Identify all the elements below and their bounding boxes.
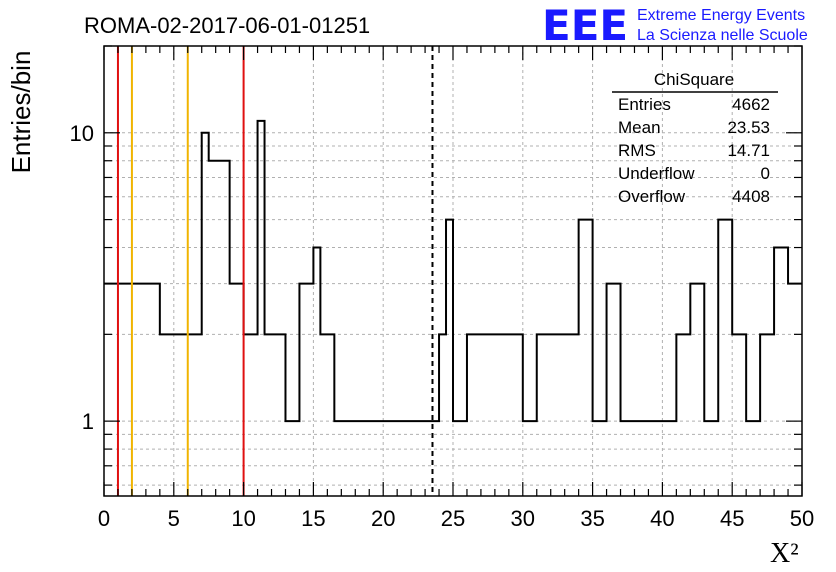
x-tick-label: 50: [790, 506, 814, 531]
stats-rows: Entries 4662 Mean 23.53 RMS 14.71 Underflow 0 Ov…: [618, 95, 770, 206]
x-tick-label: 5: [168, 506, 180, 531]
stats-label: Overflow: [618, 187, 686, 206]
stats-label: Underflow: [618, 164, 695, 183]
stats-value: 14.71: [727, 141, 770, 160]
x-tick-label: 35: [580, 506, 604, 531]
x-axis-label: X²: [770, 538, 799, 569]
stats-value: 0: [761, 164, 770, 183]
chart-title: ROMA-02-2017-06-01-01251: [84, 13, 370, 38]
x-tick-label: 30: [511, 506, 535, 531]
y-tick-label: 10: [70, 121, 94, 146]
stats-label: Mean: [618, 118, 661, 137]
x-tick-label: 45: [720, 506, 744, 531]
x-tick-label: 40: [650, 506, 674, 531]
brand-line-2: La Scienza nelle Scuole: [637, 27, 808, 44]
brand-line-1: Extreme Energy Events: [637, 7, 805, 24]
stats-label: Entries: [618, 95, 671, 114]
x-tick-label: 0: [98, 506, 110, 531]
stats-box: ChiSquare Entries 4662 Mean 23.53 RMS 14.71 Un…: [612, 70, 778, 206]
eee-logo: EEE: [542, 1, 628, 50]
stats-label: RMS: [618, 141, 656, 160]
histogram-layer: [104, 119, 802, 423]
x-tick-label: 15: [301, 506, 325, 531]
stats-value: 4662: [732, 95, 770, 114]
x-tick-label: 10: [231, 506, 255, 531]
axes-layer: 0 5 10 15 20 25 30 35 40 45 50 1 10: [70, 45, 814, 531]
stats-value: 23.53: [727, 118, 770, 137]
x-tick-label: 20: [371, 506, 395, 531]
x-tick-label: 25: [441, 506, 465, 531]
y-tick-label: 1: [82, 409, 94, 434]
reference-lines-layer: [116, 46, 434, 496]
histogram-series: [104, 119, 802, 423]
eee-brand: EEE Extreme Energy Events La Scienza nel…: [542, 1, 808, 50]
stats-value: 4408: [732, 187, 770, 206]
stats-title: ChiSquare: [654, 70, 734, 89]
y-axis-label: Entries/bin: [6, 51, 36, 174]
